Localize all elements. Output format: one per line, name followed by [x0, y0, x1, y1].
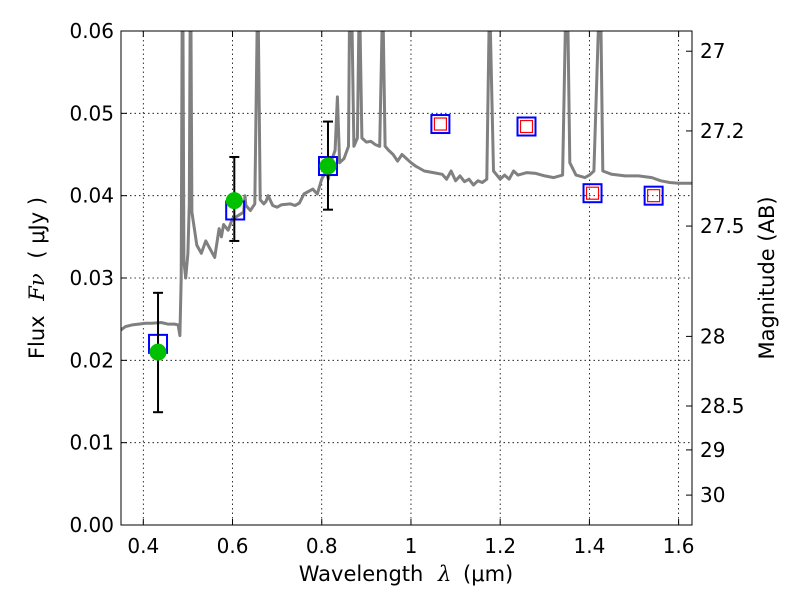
- x-tick-label: 1.4: [573, 534, 605, 558]
- model-flux-square: [516, 116, 537, 137]
- y2-tick-label: 28: [700, 324, 725, 348]
- y-tick-label: 0.05: [69, 101, 114, 125]
- y-axis-label: Flux: [25, 315, 49, 359]
- x-axis-label: Wavelength: [299, 562, 424, 586]
- y-tick-label: 0.03: [69, 266, 114, 290]
- y-tick-label: 0.00: [69, 513, 114, 537]
- observed-flux-point: [225, 192, 243, 210]
- x-tick-label: 0.4: [127, 534, 159, 558]
- observed-flux-point: [319, 157, 337, 175]
- y-tick-label: 0.01: [69, 431, 114, 455]
- observed-flux-point: [149, 343, 167, 361]
- upper-limit-square: [647, 189, 661, 203]
- data-layer: [121, 31, 692, 414]
- model-flux-square: [643, 185, 664, 206]
- y-axis-unit: ( μJy ): [25, 197, 49, 259]
- y-tick-label: 0.02: [69, 348, 114, 372]
- model-flux-square: [430, 114, 451, 135]
- spectrum-line: [121, 31, 692, 338]
- x-tick-label: 1.6: [663, 534, 695, 558]
- upper-limit-square: [433, 117, 448, 131]
- x-tick-label: 1: [405, 534, 418, 558]
- upper-limit-square: [519, 119, 534, 134]
- y2-tick-label: 30: [700, 483, 725, 507]
- y2-tick-label: 28.5: [700, 394, 745, 418]
- x-axis-unit: (μm): [463, 562, 513, 586]
- y2-tick-label: 29: [700, 438, 725, 462]
- ticks: 0.4 0.6 0.8 1 1.2 1.4 1.6 0.00 0.01 0.02 0.03 0.04 0…: [69, 19, 744, 558]
- y-axis-title: Flux Fν ( μJy ): [25, 197, 49, 359]
- y2-tick-label: 27.2: [700, 119, 745, 143]
- grid: [121, 30, 692, 526]
- x-tick-label: 1.2: [484, 534, 516, 558]
- x-axis-title: Wavelength λ (μm): [299, 562, 513, 586]
- y2-tick-label: 27.5: [700, 214, 745, 238]
- y-tick-label: 0.04: [69, 184, 114, 208]
- y2-tick-label: 27: [700, 39, 725, 63]
- x-tick-label: 0.8: [306, 534, 338, 558]
- y-tick-label: 0.06: [69, 19, 114, 43]
- upper-limit-square: [585, 186, 600, 200]
- y-axis-symbol: Fν: [25, 273, 49, 302]
- model-flux-square: [582, 183, 603, 204]
- x-axis-symbol: λ: [437, 562, 451, 586]
- x-tick-label: 0.6: [217, 534, 249, 558]
- y2-axis-title: Magnitude (AB): [755, 196, 779, 359]
